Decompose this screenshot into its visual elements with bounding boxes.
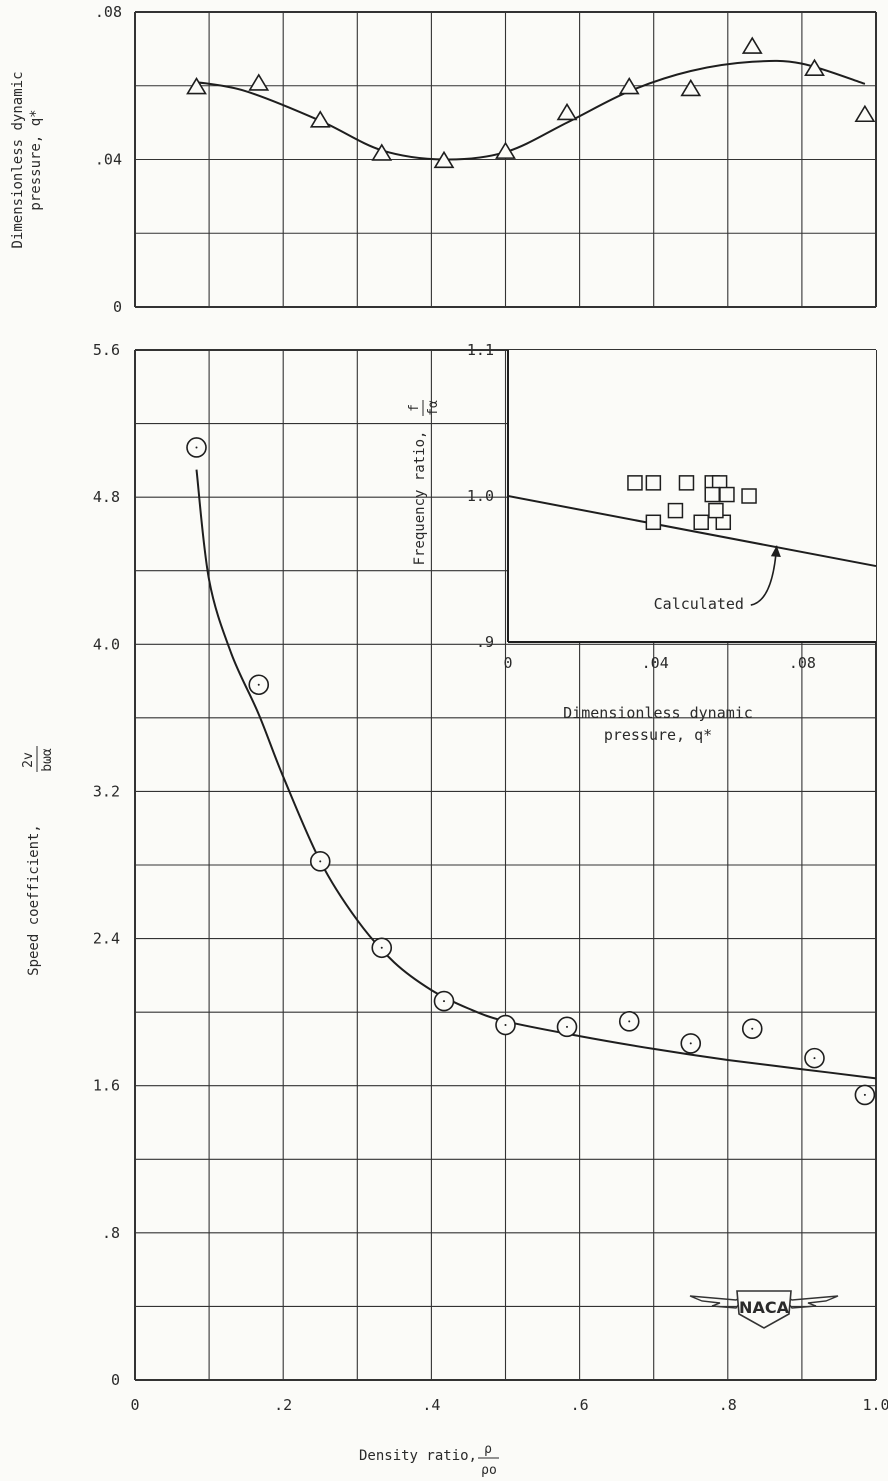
inset-square-marker bbox=[708, 502, 724, 519]
main-circle-marker-dot bbox=[442, 1000, 445, 1003]
inset-x-tick-label: .08 bbox=[789, 654, 816, 672]
inset-square-marker bbox=[678, 475, 695, 491]
main-y-tick-label: .8 bbox=[102, 1224, 120, 1242]
main-x-axis-label: Density ratio, ρ ρo bbox=[359, 1442, 499, 1478]
inset-calculated-line bbox=[507, 495, 877, 568]
top-data-points bbox=[186, 36, 876, 169]
main-y-frac-den: bωα bbox=[40, 748, 55, 772]
inset-square-marker bbox=[719, 486, 735, 503]
inset-square-marker bbox=[645, 475, 662, 491]
main-data-points bbox=[186, 437, 876, 1106]
inset-y-tick-label: 1.1 bbox=[467, 341, 494, 359]
main-y-tick-label: 4.8 bbox=[93, 488, 120, 506]
main-circle-marker-dot bbox=[566, 1025, 569, 1028]
main-circle-marker-dot bbox=[628, 1020, 631, 1023]
top-y-tick-label: .08 bbox=[95, 3, 122, 21]
calculated-annotation: Calculated bbox=[654, 595, 744, 613]
main-circle-marker-dot bbox=[195, 446, 198, 449]
main-x-axis-label-text: Density ratio, bbox=[359, 1448, 477, 1464]
main-fitted-curve bbox=[195, 469, 877, 1080]
top-triangle-marker bbox=[618, 77, 640, 95]
top-triangle-marker bbox=[556, 102, 578, 121]
inset-x-tick-label: 0 bbox=[503, 654, 512, 672]
top-y-tick-label: .04 bbox=[95, 151, 122, 169]
main-y-axis-label: Speed coefficient, 2v bωα bbox=[21, 746, 55, 976]
inset-x-axis-label-line2: pressure, q* bbox=[604, 726, 712, 744]
top-y-axis-label-line2: pressure, q* bbox=[28, 109, 44, 210]
main-circle-marker-dot bbox=[813, 1057, 816, 1060]
main-y-tick-label: 3.2 bbox=[93, 782, 120, 800]
top-triangle-marker bbox=[495, 141, 516, 159]
main-circle-marker-dot bbox=[257, 683, 260, 686]
inset-y-tick-label: 1.0 bbox=[467, 487, 494, 505]
main-y-tick-label: 4.0 bbox=[93, 635, 120, 653]
top-triangle-marker bbox=[804, 58, 825, 76]
main-circle-marker-dot bbox=[380, 946, 383, 949]
inset-background bbox=[508, 350, 876, 642]
top-panel: .08 .04 0 Dimensionless dynamic pressure, … bbox=[10, 3, 877, 316]
top-triangle-marker bbox=[741, 36, 763, 54]
inset-y-axis-label-text: Frequency ratio, bbox=[412, 431, 428, 566]
inset-square-marker bbox=[704, 486, 720, 503]
top-grid bbox=[134, 11, 877, 308]
top-y-tick-labels: .08 .04 0 bbox=[95, 3, 122, 316]
main-circle-marker-dot bbox=[689, 1042, 692, 1045]
calculated-arrowhead bbox=[770, 545, 781, 557]
inset-square-marker bbox=[645, 514, 662, 531]
top-triangle-marker bbox=[854, 104, 876, 123]
inset-y-frac-num: f bbox=[407, 404, 422, 412]
main-y-tick-label: 2.4 bbox=[93, 930, 120, 948]
main-circle-marker-dot bbox=[319, 860, 322, 863]
main-circle-marker-dot bbox=[863, 1093, 866, 1096]
inset-y-tick-labels: 1.1 1.0 .9 bbox=[467, 341, 494, 651]
naca-logo-text: NACA bbox=[739, 1298, 790, 1317]
inset-square-marker bbox=[627, 475, 643, 491]
main-y-axis-label-text: Speed coefficient, bbox=[26, 824, 42, 976]
top-y-axis-label-line1: Dimensionless dynamic bbox=[10, 71, 26, 248]
main-circle-marker-dot bbox=[504, 1024, 507, 1027]
inset-y-tick-label: .9 bbox=[476, 633, 494, 651]
inset-y-axis-label: Frequency ratio, f fα bbox=[407, 400, 441, 565]
top-triangle-marker bbox=[371, 143, 393, 161]
inset-x-tick-label: .04 bbox=[642, 654, 669, 672]
main-x-tick-label: .4 bbox=[422, 1396, 440, 1414]
main-x-tick-label: 1.0 bbox=[862, 1396, 888, 1414]
main-x-frac-num: ρ bbox=[484, 1442, 492, 1457]
naca-shield bbox=[736, 1290, 792, 1329]
inset-x-axis-label-line1: Dimensionless dynamic bbox=[563, 704, 753, 722]
main-x-tick-label: .8 bbox=[719, 1396, 737, 1414]
main-x-tick-labels: 0 .2 .4 .6 .8 1.0 bbox=[130, 1396, 888, 1414]
main-y-frac-num: 2v bbox=[21, 752, 36, 768]
main-x-tick-label: .2 bbox=[274, 1396, 292, 1414]
main-y-tick-label: 1.6 bbox=[93, 1077, 120, 1095]
inset-data-points bbox=[627, 475, 757, 531]
main-y-tick-label: 0 bbox=[111, 1371, 120, 1389]
top-triangle-marker bbox=[680, 78, 702, 97]
inset-square-marker bbox=[741, 488, 757, 504]
inset-square-marker bbox=[693, 514, 709, 531]
main-x-tick-label: 0 bbox=[130, 1396, 139, 1414]
main-x-tick-label: .6 bbox=[571, 1396, 589, 1414]
main-y-tick-labels: 5.6 4.8 4.0 3.2 2.4 1.6 .8 0 bbox=[93, 341, 120, 1389]
top-y-tick-label: 0 bbox=[113, 298, 122, 316]
inset-square-marker bbox=[667, 502, 684, 519]
top-triangle-marker bbox=[248, 73, 270, 91]
main-circle-marker-dot bbox=[751, 1027, 754, 1030]
main-y-tick-label: 5.6 bbox=[93, 341, 120, 359]
naca-logo: NACA bbox=[689, 1290, 839, 1329]
top-triangle-marker bbox=[309, 110, 331, 128]
top-fitted-curve bbox=[196, 59, 866, 161]
inset-x-tick-labels: 0 .04 .08 bbox=[503, 654, 815, 672]
top-triangle-marker bbox=[186, 77, 207, 95]
main-x-frac-den: ρo bbox=[481, 1463, 497, 1478]
top-triangle-marker bbox=[433, 150, 455, 169]
inset-panel: 1.1 1.0 .9 0 .04 .08 Calculated Frequency ra… bbox=[407, 341, 877, 744]
inset-y-frac-den: fα bbox=[426, 400, 441, 416]
